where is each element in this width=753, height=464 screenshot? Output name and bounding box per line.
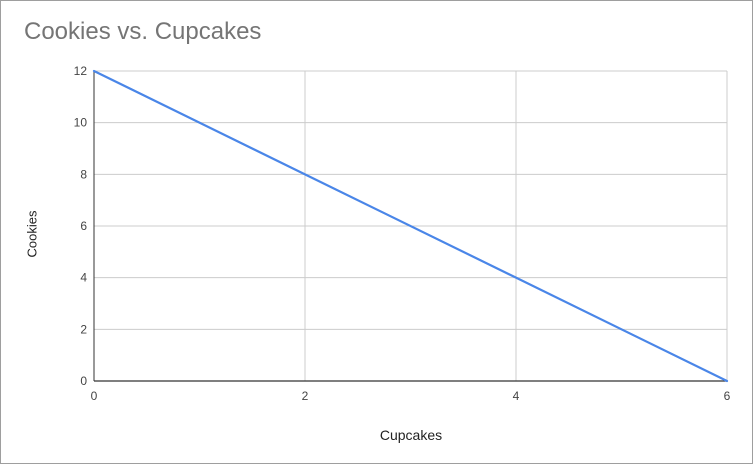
x-axis-title: Cupcakes (379, 427, 443, 443)
series-line (92, 69, 729, 383)
y-tick-label: 2 (80, 322, 87, 336)
y-tick-label: 0 (80, 374, 87, 388)
y-tick-label: 10 (74, 116, 88, 130)
x-tick-label: 6 (724, 389, 731, 403)
y-tick-label: 4 (80, 271, 87, 285)
y-tick-label: 12 (74, 64, 88, 78)
y-tick-label: 6 (80, 219, 87, 233)
x-tick-label: 0 (91, 389, 98, 403)
x-tick-label: 2 (302, 389, 309, 403)
x-tick-label: 4 (513, 389, 520, 403)
chart-title: Cookies vs. Cupcakes (24, 18, 262, 45)
y-tick-label: 8 (80, 167, 87, 181)
